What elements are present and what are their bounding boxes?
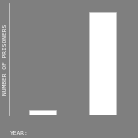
Text: YEAR:: YEAR: <box>9 131 28 136</box>
Bar <box>29 110 56 115</box>
Bar <box>89 12 116 115</box>
Y-axis label: NUMBER OF PRISONERS: NUMBER OF PRISONERS <box>3 23 8 95</box>
